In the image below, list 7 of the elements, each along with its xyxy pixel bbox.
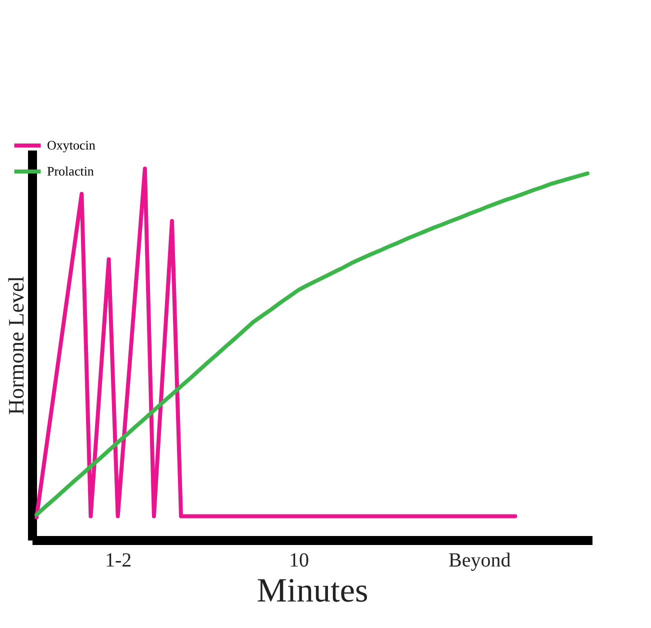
x-tick-label: 1-2: [104, 550, 132, 572]
x-axis-title: Minutes: [256, 572, 368, 610]
y-axis-title: Hormone Level: [4, 276, 28, 415]
legend-label: Prolactin: [47, 164, 94, 178]
legend-label: Oxytocin: [47, 138, 96, 152]
x-tick-label: 10: [288, 550, 309, 572]
x-tick-label: Beyond: [448, 550, 511, 572]
